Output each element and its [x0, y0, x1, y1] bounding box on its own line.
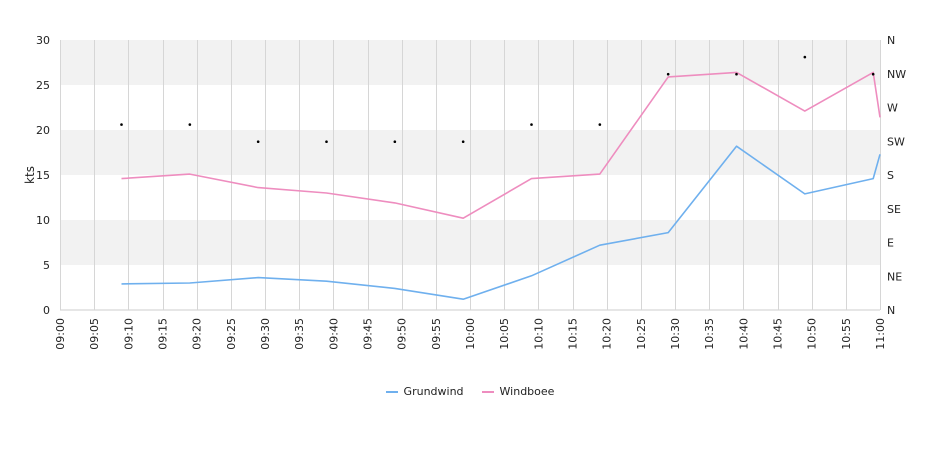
series-layer [121, 71, 881, 301]
legend-label: Windboee [499, 385, 555, 398]
legend-swatch [385, 390, 398, 393]
x-tick-label: 10:15 [567, 318, 580, 350]
direction-point [666, 72, 670, 76]
x-tick-label: 09:00 [54, 318, 67, 350]
series-line-grundwind [121, 145, 881, 301]
direction-tick-label: NW [887, 68, 906, 81]
direction-point [461, 140, 465, 143]
x-tick-label: 09:20 [191, 318, 204, 350]
series-line-windboee [121, 71, 881, 219]
x-tick-label: 10:30 [669, 318, 682, 350]
x-tick-label: 10:50 [806, 318, 819, 350]
legend-swatch [481, 390, 494, 393]
direction-point [325, 140, 328, 143]
direction-point [871, 72, 875, 76]
y-tick-label: 10 [36, 214, 50, 227]
direction-tick-label: N [887, 34, 895, 47]
vertical-gridlines [60, 40, 881, 310]
direction-point [530, 123, 533, 126]
direction-tick-label: S [887, 169, 894, 182]
y-tick-label: 15 [36, 169, 50, 182]
y-tick-label: 25 [36, 79, 50, 92]
x-tick-label: 10:55 [840, 318, 853, 350]
direction-point [598, 123, 602, 126]
y-axis-label: kts [23, 166, 37, 184]
direction-tick-label: W [887, 102, 898, 115]
direction-tick-label: E [887, 237, 894, 250]
x-tick-label: 11:00 [874, 318, 887, 350]
direction-point [188, 123, 192, 126]
x-tick-label: 09:40 [327, 318, 340, 350]
x-tick-label: 10:10 [532, 318, 545, 350]
x-tick-label: 09:15 [157, 318, 170, 350]
direction-point [735, 72, 738, 76]
legend: Grundwind Windboee [0, 385, 940, 398]
y-tick-label: 0 [43, 304, 50, 317]
direction-point [120, 123, 123, 126]
x-tick-label: 09:10 [122, 318, 135, 350]
y-tick-label: 20 [36, 124, 50, 137]
x-tick-label: 09:50 [396, 318, 409, 350]
x-tick-label: 10:20 [601, 318, 614, 350]
y-tick-label: 5 [43, 259, 50, 272]
x-axis-ticks: 09:00 09:05 09:10 09:15 09:20 09:25 09:30 09:35… [54, 318, 887, 350]
x-tick-label: 10:45 [772, 318, 785, 350]
x-tick-label: 09:35 [293, 318, 306, 350]
direction-tick-label: SW [887, 135, 905, 148]
x-tick-label: 09:55 [430, 318, 443, 350]
x-tick-label: 10:05 [498, 318, 511, 350]
x-tick-label: 09:25 [225, 318, 238, 350]
legend-item-grundwind[interactable]: Grundwind [385, 385, 464, 398]
x-tick-label: 10:00 [464, 318, 477, 350]
x-tick-label: 09:05 [88, 318, 101, 350]
x-tick-label: 10:35 [703, 318, 716, 350]
x-tick-label: 10:40 [737, 318, 750, 350]
direction-point [803, 55, 807, 59]
x-tick-label: 09:45 [362, 318, 375, 350]
direction-axis-ticks: N NE E SE S SW W NW N [887, 34, 906, 317]
direction-point [256, 140, 260, 143]
legend-label: Grundwind [403, 385, 464, 398]
direction-point [393, 140, 397, 143]
legend-item-windboee[interactable]: Windboee [481, 385, 555, 398]
direction-markers [120, 55, 875, 143]
x-tick-label: 10:25 [635, 318, 648, 350]
direction-tick-label: SE [887, 203, 901, 216]
y-tick-label: 30 [36, 34, 50, 47]
x-tick-label: 09:30 [259, 318, 272, 350]
direction-tick-label: NE [887, 270, 902, 283]
y-axis-ticks: 0 5 10 15 20 25 30 [36, 34, 50, 317]
direction-tick-label: N [887, 304, 895, 317]
